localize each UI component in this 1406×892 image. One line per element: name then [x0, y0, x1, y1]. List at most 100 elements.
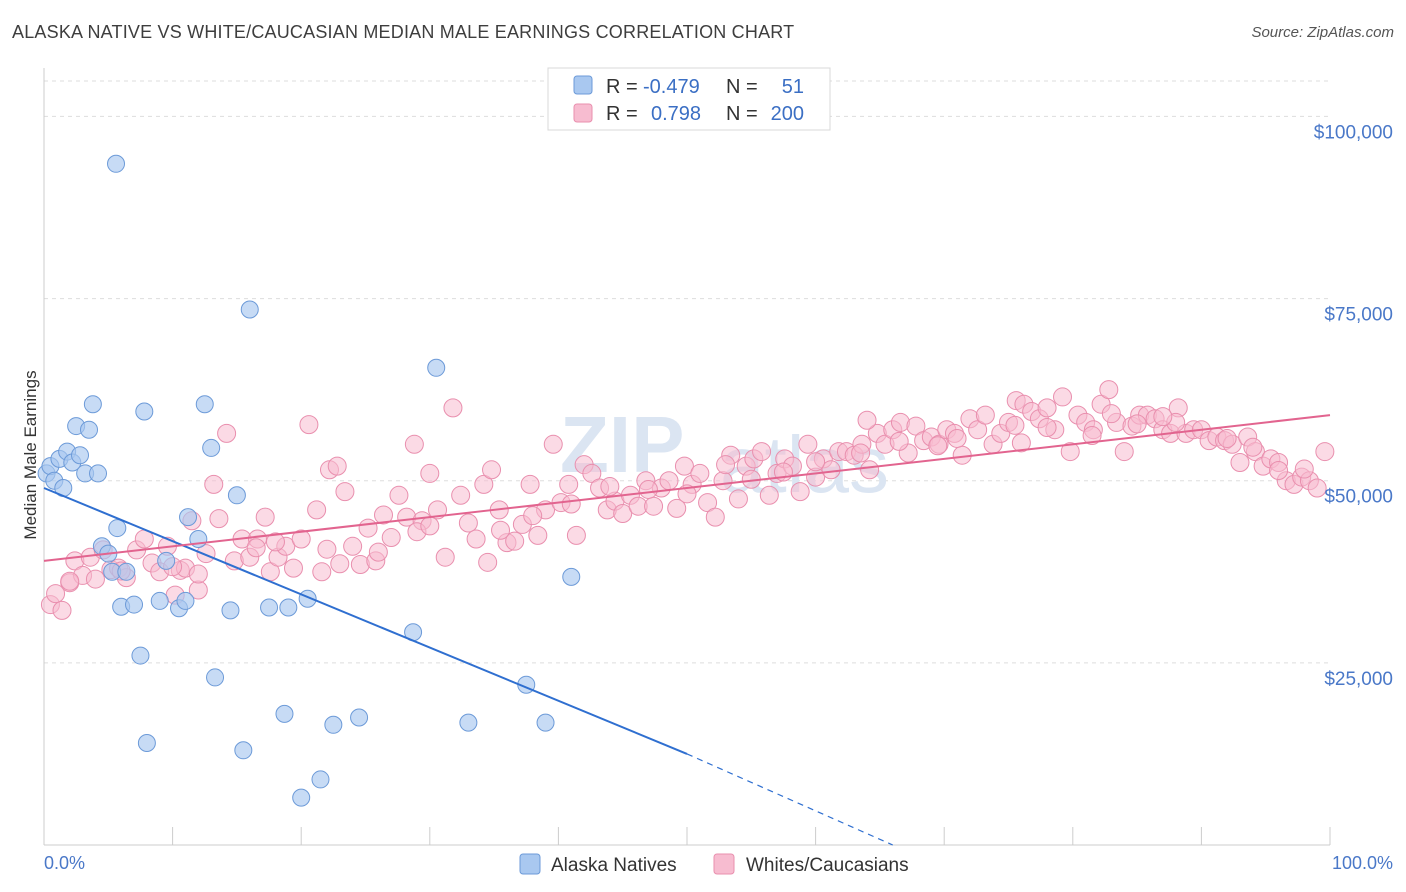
point-whites-169 — [368, 542, 388, 562]
point-whites-81 — [644, 496, 664, 516]
point-whites-207 — [1269, 461, 1289, 481]
point-whites-179 — [265, 532, 285, 552]
point-whites-173 — [1011, 433, 1031, 453]
legend-r-label-1: R = — [606, 76, 638, 98]
point-whites-95 — [752, 442, 772, 462]
bottom-legend: Alaska Natives Whites/Caucasians — [519, 853, 909, 876]
point-whites-59 — [474, 474, 494, 494]
legend-n-value-2: 200 — [771, 103, 804, 125]
point-alaska-10 — [80, 420, 99, 439]
point-whites-38 — [312, 562, 332, 582]
point-alaska-38 — [275, 704, 294, 723]
x-tick-label-0: 0.0% — [44, 853, 85, 873]
point-whites-192 — [1243, 437, 1263, 457]
point-whites-199 — [600, 477, 620, 497]
y-tick-labels: $25,000 $50,000 $75,000 $100,000 — [1314, 122, 1393, 689]
point-whites-60 — [482, 460, 502, 480]
point-whites-42 — [343, 536, 363, 556]
point-alaska-18 — [117, 562, 136, 581]
point-whites-77 — [613, 504, 633, 523]
point-whites-92 — [728, 489, 748, 509]
point-whites-180 — [330, 554, 350, 574]
point-alaska-27 — [179, 508, 198, 527]
point-alaska-8 — [71, 446, 90, 465]
y-tick-label-3: $100,000 — [1314, 122, 1393, 143]
point-alaska-24 — [150, 591, 169, 610]
point-whites-34 — [283, 558, 303, 578]
point-whites-188 — [947, 428, 967, 448]
point-alaska-46 — [427, 358, 446, 377]
legend-r-value-1: -0.479 — [643, 76, 700, 98]
point-whites-124 — [975, 405, 995, 425]
point-whites-198 — [523, 506, 543, 526]
bottom-legend-label-alaska: Alaska Natives — [551, 855, 677, 876]
point-alaska-12 — [89, 464, 108, 483]
y-tick-label-1: $50,000 — [1324, 487, 1393, 508]
legend-r-label-2: R = — [606, 103, 638, 125]
point-whites-206 — [1153, 407, 1173, 427]
point-whites-24 — [209, 509, 229, 529]
point-whites-101 — [798, 434, 818, 454]
point-whites-66 — [528, 525, 548, 545]
point-whites-57 — [458, 513, 478, 533]
point-whites-87 — [690, 463, 710, 483]
point-whites-187 — [889, 431, 909, 451]
trend-lines — [43, 414, 1331, 846]
point-whites-90 — [713, 471, 733, 491]
point-whites-43 — [350, 555, 370, 574]
point-alaska-20 — [131, 646, 150, 665]
point-alaska-32 — [206, 668, 225, 687]
point-whites-115 — [906, 416, 926, 436]
point-whites-36 — [299, 415, 319, 435]
point-whites-184 — [638, 479, 658, 499]
point-whites-168 — [1315, 442, 1335, 462]
y-axis-label: Median Male Earnings — [21, 370, 40, 539]
point-alaska-19 — [125, 595, 144, 614]
legend-box — [547, 67, 831, 131]
point-whites-88 — [698, 493, 718, 513]
point-alaska-49 — [536, 713, 555, 732]
point-whites-89 — [705, 507, 725, 527]
point-whites-182 — [491, 520, 511, 540]
point-whites-73 — [582, 463, 602, 483]
x-tick-label-1: 100.0% — [1332, 853, 1393, 873]
point-alaska-33 — [221, 601, 240, 620]
point-alaska-36 — [240, 300, 259, 319]
point-alaska-41 — [311, 770, 330, 789]
point-whites-174 — [1127, 414, 1147, 434]
point-whites-7 — [85, 569, 105, 589]
axes — [43, 68, 1331, 846]
point-whites-53 — [428, 500, 448, 520]
point-whites-70 — [559, 474, 579, 494]
point-alaska-11 — [83, 395, 102, 414]
point-whites-175 — [1217, 428, 1237, 448]
point-whites-183 — [561, 494, 581, 514]
point-alaska-47 — [459, 713, 478, 732]
legend-swatch-pink — [573, 103, 593, 123]
point-whites-40 — [327, 456, 347, 476]
point-whites-196 — [317, 539, 337, 559]
point-alaska-44 — [350, 708, 369, 727]
point-whites-71 — [566, 525, 586, 545]
point-whites-172 — [857, 410, 877, 430]
point-whites-41 — [335, 482, 355, 502]
legend-n-value-1: 51 — [782, 76, 804, 98]
point-alaska-37 — [260, 598, 279, 617]
point-whites-44 — [358, 518, 378, 538]
point-whites-56 — [451, 485, 471, 505]
point-alaska-50 — [562, 567, 581, 586]
point-whites-48 — [389, 485, 409, 505]
bottom-legend-swatch-blue — [519, 853, 541, 875]
legend-n-label-2: N = — [726, 103, 758, 125]
point-whites-100 — [790, 482, 810, 502]
point-whites-63 — [505, 531, 525, 551]
point-whites-167 — [1307, 478, 1327, 498]
point-alaska-23 — [135, 402, 154, 421]
point-whites-96 — [759, 485, 779, 505]
point-whites-22 — [196, 544, 216, 564]
point-whites-204 — [1005, 415, 1025, 435]
point-alaska-42 — [292, 788, 311, 807]
point-whites-23 — [204, 474, 224, 494]
point-whites-142 — [1114, 442, 1134, 462]
point-whites-189 — [1037, 418, 1057, 438]
